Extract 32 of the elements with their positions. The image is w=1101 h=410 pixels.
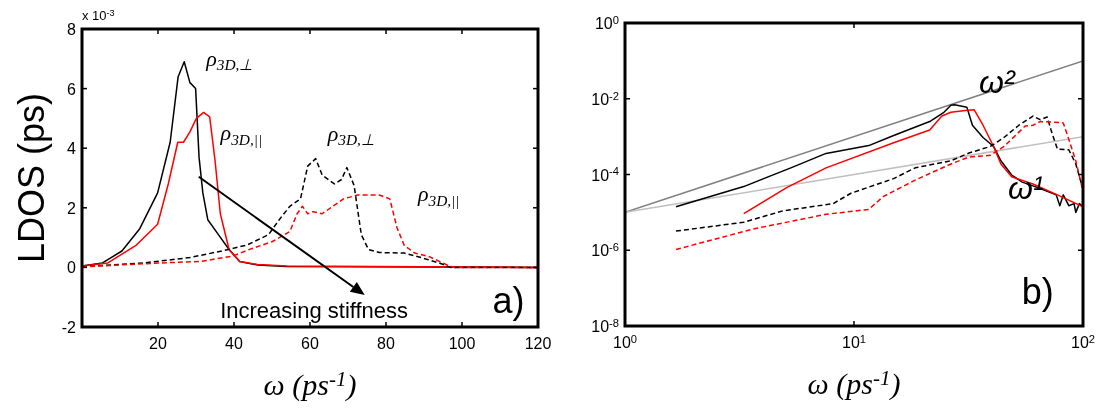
annotation: Increasing stiffness	[220, 298, 409, 324]
y-tick-label: 4	[67, 140, 77, 158]
y-tick-label: 8	[67, 21, 77, 38]
text: x 10$^{-3}$	[82, 7, 115, 24]
x-tick-label: 20	[149, 335, 167, 352]
series-label: ρ$_{3D,||}$	[416, 180, 460, 209]
y-tick-label: 10$^{-6}$	[591, 241, 619, 260]
x-tick-label: 60	[301, 335, 319, 352]
x-tick-label: 80	[377, 335, 395, 352]
y-tick-label: 10$^{-2}$	[591, 89, 619, 108]
series-label: ρ$_{3D,||}$	[219, 120, 263, 149]
x-axis-title: ω (ps$^{-1}$)	[807, 365, 901, 401]
legend-label: ρ$_{3D,⊥}$	[205, 45, 253, 74]
y-tick-label: 10$^{-4}$	[591, 165, 619, 184]
x-tick-label: 40	[225, 335, 243, 352]
x-axis-title: ω (ps$^{-1}$)	[263, 366, 357, 402]
y-tick-label: -2	[61, 319, 77, 336]
series-label: ω²	[979, 63, 1016, 100]
x-tick-label: 10$^{0}$	[612, 332, 638, 351]
y-tick-label: 6	[67, 80, 77, 98]
x-tick-label: 100	[448, 335, 476, 352]
x-tick-label: 10$^{2}$	[1070, 332, 1096, 351]
y-tick-label: 0	[67, 259, 77, 277]
series-label: ρ$_{3D,⊥}$	[326, 120, 374, 149]
y-tick-label: 2	[67, 199, 77, 217]
y-tick-label: 10$^{-8}$	[591, 316, 619, 335]
x-tick-label: 10$^{1}$	[841, 332, 867, 351]
y-axis-title: LDOS (ps)	[11, 92, 52, 264]
annotation: b)	[1021, 270, 1054, 312]
x-tick-label: 120	[524, 335, 552, 352]
annotation: a)	[492, 279, 525, 321]
y-tick-label: 10$^{0}$	[594, 13, 619, 32]
